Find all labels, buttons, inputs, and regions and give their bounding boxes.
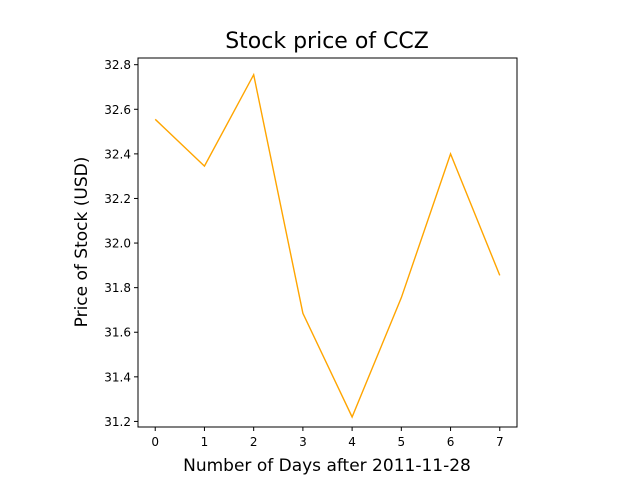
y-tick-label: 31.2 — [104, 415, 131, 429]
y-axis-label: Price of Stock (USD) — [72, 157, 92, 328]
y-tick-label: 32.4 — [104, 147, 131, 161]
y-tick-label: 31.4 — [104, 370, 131, 384]
x-tick-label: 6 — [447, 435, 455, 449]
y-tick-label: 32.6 — [104, 103, 131, 117]
y-tick-label: 31.8 — [104, 281, 131, 295]
plot-frame — [137, 57, 518, 428]
y-tick-label: 32.2 — [104, 192, 131, 206]
y-tick-label: 31.6 — [104, 326, 131, 340]
x-tick-label: 5 — [398, 435, 406, 449]
series-line — [154, 72, 501, 419]
x-axis-label: Number of Days after 2011-11-28 — [183, 456, 471, 476]
ticks-group: 0 1 2 3 4 5 6 7 31.2 31.4 31.6 31.8 32.0 32.2 32.4 32.6… — [104, 58, 503, 449]
x-tick-label: 3 — [299, 435, 307, 449]
chart-title: Stock price of CCZ — [225, 29, 429, 54]
x-tick-label: 1 — [201, 435, 209, 449]
x-tick-label: 4 — [348, 435, 356, 449]
x-tick-label: 0 — [151, 435, 159, 449]
y-tick-label: 32.0 — [104, 237, 131, 251]
y-tick-label: 32.8 — [104, 58, 131, 72]
x-tick-label: 2 — [250, 435, 258, 449]
x-tick-label: 7 — [496, 435, 504, 449]
